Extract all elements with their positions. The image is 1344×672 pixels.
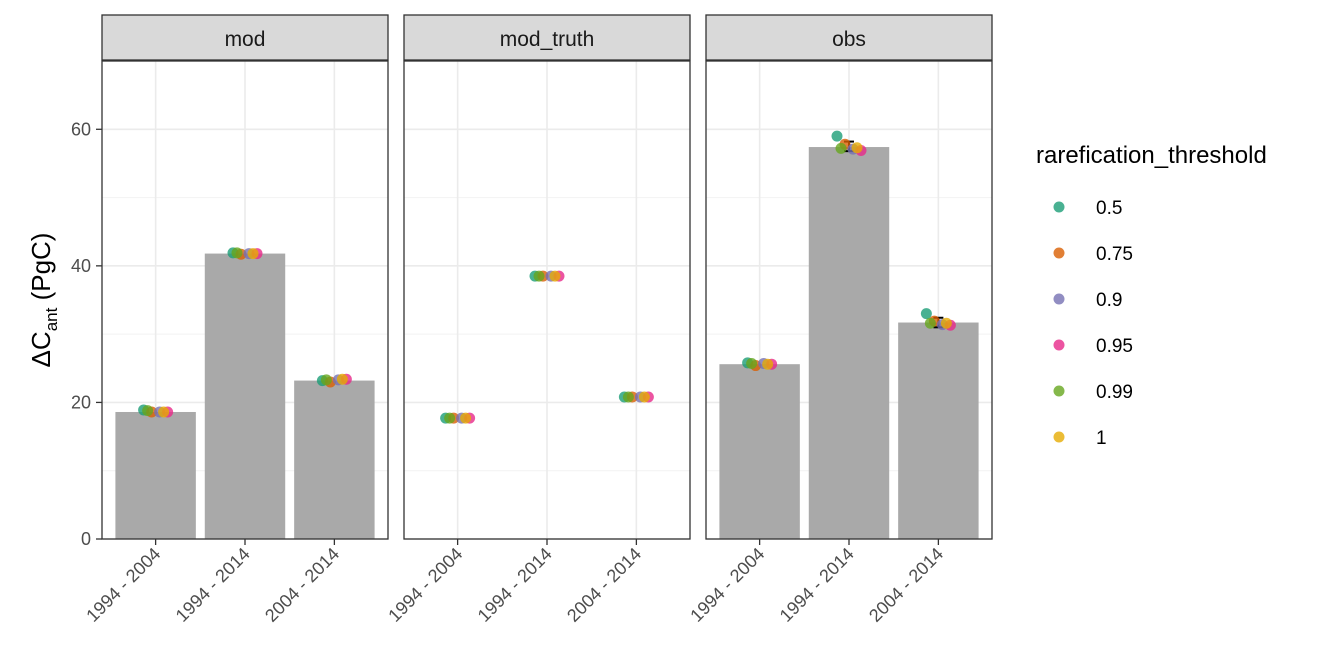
bar-mod-1 bbox=[204, 253, 286, 539]
legend-title: rarefication_threshold bbox=[1036, 142, 1267, 169]
point-obs-2-0.99 bbox=[924, 317, 936, 329]
x-tick-label: 1994 - 2014 bbox=[474, 544, 556, 626]
x-tick-label: 1994 - 2014 bbox=[776, 544, 858, 626]
strip-mod_truth bbox=[403, 14, 691, 61]
panel-mod_truth: mod_truth 1994 - 2004 1994 - 2014 2004 - 20… bbox=[384, 14, 691, 626]
y-axis-title-sub: ant bbox=[42, 307, 61, 331]
point-mod_truth-0-0.99 bbox=[444, 412, 456, 424]
strip-mod bbox=[101, 14, 389, 61]
x-tick-label: 2004 - 2014 bbox=[261, 544, 343, 626]
point-obs-0-1 bbox=[762, 358, 774, 370]
point-obs-1-1 bbox=[851, 142, 863, 154]
x-tick-label: 2004 - 2014 bbox=[865, 544, 947, 626]
x-tick-label: 1994 - 2004 bbox=[82, 544, 164, 626]
y-axis-title: ΔCant (PgC) bbox=[26, 233, 61, 368]
x-tick-label: 1994 - 2004 bbox=[686, 544, 768, 626]
point-obs-1-0.99 bbox=[835, 142, 847, 154]
legend-label-0.9: 0.9 bbox=[1096, 290, 1122, 311]
x-tick-label: 1994 - 2014 bbox=[172, 544, 254, 626]
bar-obs-1 bbox=[808, 147, 890, 540]
point-mod_truth-1-0.99 bbox=[533, 270, 545, 282]
strip-label: mod bbox=[225, 28, 266, 51]
legend-label-0.5: 0.5 bbox=[1096, 198, 1122, 219]
point-mod-2-0.99 bbox=[320, 374, 332, 386]
strip-label: obs bbox=[832, 28, 866, 51]
point-obs-0-0.99 bbox=[746, 358, 758, 370]
legend-key-0.5 bbox=[1053, 201, 1065, 213]
legend-label-0.75: 0.75 bbox=[1096, 244, 1133, 265]
point-mod-1-1 bbox=[247, 248, 259, 260]
point-mod_truth-1-1 bbox=[549, 270, 561, 282]
bar-obs-2 bbox=[898, 322, 979, 539]
legend-key-0.75 bbox=[1053, 247, 1065, 259]
legend-label-0.99: 0.99 bbox=[1096, 382, 1133, 403]
point-mod-1-0.99 bbox=[231, 247, 243, 259]
point-mod_truth-2-1 bbox=[638, 391, 650, 403]
point-obs-1-0.5 bbox=[831, 130, 843, 142]
bar-mod-0 bbox=[115, 411, 196, 539]
point-mod-0-0.99 bbox=[142, 405, 154, 417]
x-tick-label: 1994 - 2004 bbox=[384, 544, 466, 626]
point-obs-2-0.5 bbox=[920, 308, 932, 320]
strip-label: mod_truth bbox=[500, 28, 595, 51]
legend-key-0.99 bbox=[1053, 385, 1065, 397]
y-axis-title-unit: (PgC) bbox=[26, 233, 56, 308]
y-tick-label: 0 bbox=[81, 529, 91, 549]
point-mod-0-1 bbox=[158, 406, 170, 418]
strip-obs bbox=[705, 14, 993, 61]
legend-label-0.95: 0.95 bbox=[1096, 336, 1133, 357]
bar-mod-2 bbox=[294, 380, 375, 539]
legend-label-1: 1 bbox=[1096, 428, 1107, 449]
legend-key-0.9 bbox=[1053, 293, 1065, 305]
bar-obs-0 bbox=[719, 364, 800, 539]
legend-key-0.95 bbox=[1053, 339, 1065, 351]
panel-obs: obs 1994 - 2004 1994 - 2014 2004 - 2014 bbox=[686, 14, 993, 626]
point-mod_truth-0-1 bbox=[460, 412, 472, 424]
legend-key-1 bbox=[1053, 431, 1065, 443]
y-tick-label: 40 bbox=[71, 256, 91, 276]
point-mod_truth-2-0.99 bbox=[622, 391, 634, 403]
y-tick-label: 60 bbox=[71, 119, 91, 139]
x-tick-label: 2004 - 2014 bbox=[563, 544, 645, 626]
y-axis: 0 20 40 60 bbox=[71, 119, 102, 549]
point-obs-2-1 bbox=[940, 317, 952, 329]
point-mod-2-1 bbox=[336, 373, 348, 385]
legend: rarefication_threshold 0.5 0.75 0.9 0.95 0.9… bbox=[1036, 142, 1267, 449]
y-axis-title-main: ΔC bbox=[26, 331, 56, 367]
y-tick-label: 20 bbox=[71, 392, 91, 412]
panel-mod: mod 1994 - 2004 1994 - 2014 2004 - 2014 bbox=[82, 14, 389, 626]
